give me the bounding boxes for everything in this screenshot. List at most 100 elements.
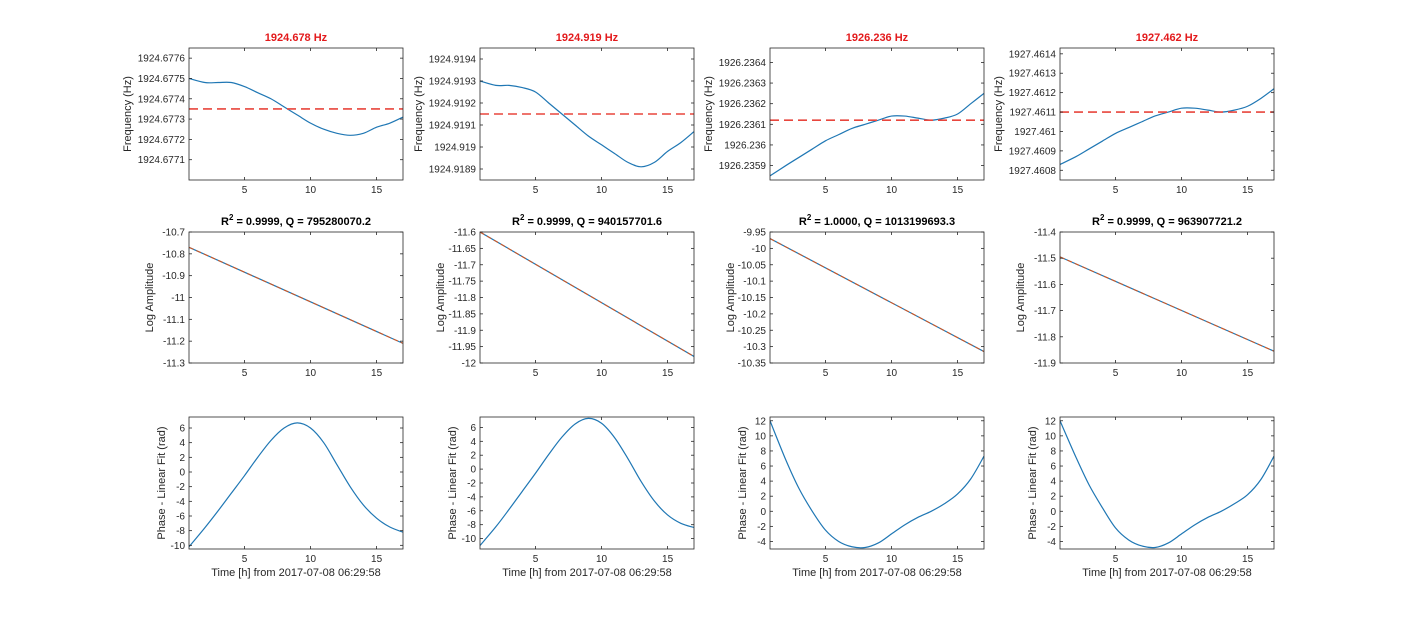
y-tick-label: 1927.4608: [1009, 166, 1057, 177]
x-axis-label: Time [h] from 2017-07-08 06:29:58: [502, 567, 672, 579]
x-tick-label: 10: [596, 368, 608, 379]
signal-line: [770, 420, 984, 549]
y-tick-label: 1926.2364: [719, 58, 767, 69]
frequency-title: 1924.678 Hz: [265, 32, 328, 44]
axes-box: [188, 231, 404, 364]
y-tick-label: 6: [179, 424, 185, 435]
panel-frequency-1: 5 10 15 1924.6771 1924.6772 1924.6773 1924.677…: [122, 32, 404, 196]
axes-box: [769, 47, 985, 181]
y-tick-label: 1924.6776: [138, 54, 186, 65]
x-tick-label: 10: [305, 554, 317, 565]
y-tick-label: 1927.461: [1014, 127, 1056, 138]
y-tick-label: -10.15: [738, 293, 767, 304]
panel-phase-2: 5 10 15 -10 -8 -6 -4 -2 0 2 4 6 Phase - Linear Fit (…: [447, 416, 695, 579]
y-tick-label: 2: [1050, 492, 1056, 503]
y-tick-label: -6: [467, 506, 476, 517]
x-tick-label: 5: [533, 185, 539, 196]
x-tick-label: 5: [823, 185, 829, 196]
signal-line: [480, 417, 694, 546]
signal-line: [189, 422, 403, 548]
y-tick-label: 1926.2362: [719, 99, 767, 110]
y-tick-label: -11.75: [448, 277, 476, 288]
y-tick-label: 1927.4613: [1009, 69, 1057, 80]
y-tick-label: -11.8: [1034, 332, 1056, 343]
y-tick-label: 8: [760, 446, 766, 457]
y-tick-label: -10: [752, 244, 767, 255]
frequency-title: 1926.236 Hz: [846, 32, 909, 44]
y-tick-label: -2: [1047, 522, 1056, 533]
panel-amplitude-1: 5 10 15 -11.3 -11.2 -11.1 -11 -10.9 -10.8 -10.7 Lo…: [144, 213, 404, 379]
y-tick-label: 8: [1050, 446, 1056, 457]
y-tick-label: 1924.9189: [429, 165, 477, 176]
x-axis-label: Time [h] from 2017-07-08 06:29:58: [1082, 567, 1252, 579]
y-tick-label: -11.1: [163, 315, 185, 326]
y-tick-label: -11: [171, 293, 185, 304]
axes-box: [479, 416, 695, 550]
y-tick-label: 1924.9193: [429, 77, 477, 88]
y-tick-label: -11.85: [448, 309, 476, 320]
y-axis-label: Frequency (Hz): [703, 76, 715, 152]
x-tick-label: 10: [886, 554, 898, 565]
y-tick-label: -10.2: [743, 309, 766, 320]
y-tick-label: 2: [470, 451, 476, 462]
fit-line: [770, 238, 984, 352]
y-tick-label: -2: [757, 522, 766, 533]
x-tick-label: 5: [242, 554, 248, 565]
signal-line: [189, 77, 403, 136]
panel-phase-3: 5 10 15 -4 -2 0 2 4 6 8 10 12 Phase - Linear Fit (ra…: [737, 416, 985, 579]
y-tick-label: -10.25: [738, 326, 767, 337]
panel-frequency-3: 5 10 15 1926.2359 1926.236 1926.2361 1926.2362…: [703, 32, 985, 196]
y-tick-label: 2: [760, 492, 766, 503]
fit-line: [1060, 256, 1274, 352]
x-tick-label: 15: [662, 554, 674, 565]
y-tick-label: -11.4: [1034, 228, 1056, 239]
y-tick-label: 1927.4611: [1009, 108, 1056, 119]
axes-box: [769, 231, 985, 364]
y-tick-label: 1924.6775: [138, 74, 186, 85]
x-tick-label: 15: [952, 368, 964, 379]
fit-title: R2 = 0.9999, Q = 940157701.6: [512, 213, 662, 228]
x-tick-label: 10: [596, 554, 608, 565]
y-tick-label: 10: [1045, 431, 1057, 442]
y-tick-label: -10.1: [743, 277, 766, 288]
frequency-title: 1927.462 Hz: [1136, 32, 1199, 44]
y-tick-label: 1926.2363: [719, 79, 767, 90]
x-tick-label: 10: [886, 368, 898, 379]
x-tick-label: 5: [242, 368, 248, 379]
axes-box: [769, 416, 985, 550]
panel-amplitude-2: 5 10 15 -12 -11.95 -11.9 -11.85 -11.8 -11.75 -11.…: [435, 213, 695, 379]
axes-box: [1059, 231, 1275, 364]
axes-box: [1059, 47, 1275, 181]
y-tick-label: 1924.9194: [429, 55, 477, 66]
y-tick-label: 1926.2359: [719, 161, 767, 172]
x-tick-label: 5: [1113, 185, 1119, 196]
y-tick-label: 1924.6771: [138, 155, 186, 166]
y-tick-label: 12: [1045, 416, 1057, 427]
x-tick-label: 15: [1242, 554, 1254, 565]
y-tick-label: 0: [760, 507, 766, 518]
panel-amplitude-4: 5 10 15 -11.9 -11.8 -11.7 -11.6 -11.5 -11.4 Log A…: [1015, 213, 1275, 379]
y-tick-label: 1924.6772: [138, 135, 186, 146]
x-tick-label: 15: [1242, 185, 1254, 196]
y-tick-label: 12: [755, 416, 767, 427]
y-tick-label: -10.9: [162, 271, 185, 282]
y-tick-label: -10.05: [738, 260, 767, 271]
y-tick-label: 6: [1050, 462, 1056, 473]
y-axis-label: Log Amplitude: [1015, 263, 1027, 333]
y-tick-label: -11.5: [1034, 254, 1056, 265]
y-tick-label: 1924.9192: [429, 99, 477, 110]
y-tick-label: 4: [1050, 477, 1056, 488]
y-axis-label: Frequency (Hz): [993, 76, 1005, 152]
x-tick-label: 5: [242, 185, 248, 196]
y-tick-label: 4: [470, 437, 476, 448]
signal-line: [1060, 88, 1274, 166]
y-tick-label: 1927.4612: [1009, 88, 1057, 99]
y-tick-label: -8: [467, 520, 476, 531]
y-tick-label: 0: [470, 465, 476, 476]
y-axis-label: Phase - Linear Fit (rad): [156, 426, 168, 539]
x-tick-label: 10: [1176, 368, 1188, 379]
y-tick-label: 1926.2361: [719, 120, 767, 131]
y-tick-label: -12: [462, 359, 477, 370]
y-tick-label: -4: [757, 537, 766, 548]
